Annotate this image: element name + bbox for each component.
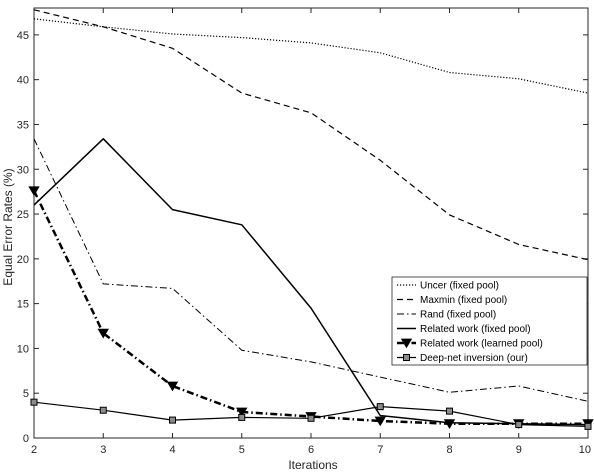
series-layer	[28, 9, 594, 430]
data-point	[169, 416, 176, 424]
legend-item: Related work (learned pool)	[397, 339, 543, 350]
series-line	[33, 138, 589, 402]
legend-label: Related work (fixed pool)	[420, 324, 531, 335]
y-tick-label: 35	[17, 119, 29, 131]
legend-box	[391, 276, 588, 366]
series-line	[33, 9, 589, 261]
y-tick-label: 10	[17, 343, 29, 355]
legend-label: Maxmin (fixed pool)	[420, 295, 507, 306]
data-point	[166, 381, 179, 392]
y-tick-label: 30	[17, 164, 29, 176]
legend-item: Rand (fixed pool)	[397, 310, 496, 321]
series-line	[33, 18, 589, 94]
legend-item: Uncer (fixed pool)	[397, 281, 499, 292]
plot-area-frame	[33, 7, 589, 439]
y-axis-title: Equal Error Rates (%)	[1, 168, 15, 285]
x-tick-label: 7	[377, 444, 383, 456]
series-6	[30, 398, 592, 430]
data-point	[30, 398, 38, 406]
y-tick-label: 0	[23, 433, 29, 445]
legend-label: Uncer (fixed pool)	[420, 281, 499, 292]
x-tick-label: 6	[308, 444, 314, 456]
y-tick-label: 15	[17, 299, 29, 311]
series-4	[33, 138, 589, 426]
y-tick-label: 25	[17, 209, 29, 221]
data-point	[515, 421, 523, 429]
legend-item: Related work (fixed pool)	[397, 324, 531, 335]
x-tick-label: 5	[239, 444, 245, 456]
series-1	[33, 18, 589, 94]
y-tick-label: 40	[17, 75, 29, 87]
x-axis-title: Iterations	[288, 458, 337, 472]
legend: Uncer (fixed pool) Maxmin (fixed pool) Ran…	[391, 276, 588, 366]
legend-label: Rand (fixed pool)	[420, 310, 496, 321]
x-axis-ticks: 2 3 4 5 6 7 8 9 10	[31, 8, 591, 456]
data-point	[443, 419, 456, 429]
data-point	[236, 407, 248, 418]
series-line	[33, 138, 589, 426]
legend-marker	[403, 354, 410, 361]
y-tick-label: 5	[23, 388, 29, 400]
data-point	[28, 186, 40, 197]
data-point	[238, 413, 246, 421]
x-tick-label: 10	[579, 444, 591, 456]
x-tick-label: 8	[446, 444, 452, 456]
legend-label: Related work (learned pool)	[420, 339, 543, 350]
series-3	[33, 138, 589, 402]
data-point	[584, 422, 592, 430]
data-point	[97, 328, 109, 339]
x-tick-label: 2	[31, 444, 37, 456]
data-point	[307, 414, 315, 422]
series-2	[33, 9, 589, 261]
legend-marker	[400, 338, 413, 349]
legend-item: Maxmin (fixed pool)	[397, 295, 507, 306]
legend-label: Deep-net inversion (our)	[420, 353, 528, 364]
y-tick-label: 20	[17, 254, 29, 266]
y-axis-ticks: 0 5 10 15 20 25 30 35 40 45	[17, 30, 588, 445]
y-tick-label: 45	[17, 30, 29, 42]
data-point	[99, 406, 107, 414]
x-tick-label: 3	[100, 444, 106, 456]
data-point	[376, 403, 384, 411]
legend-item: Deep-net inversion (our)	[397, 353, 528, 364]
x-tick-label: 9	[516, 444, 522, 456]
data-point	[374, 416, 386, 427]
x-tick-label: 4	[169, 444, 175, 456]
data-point	[446, 407, 453, 415]
